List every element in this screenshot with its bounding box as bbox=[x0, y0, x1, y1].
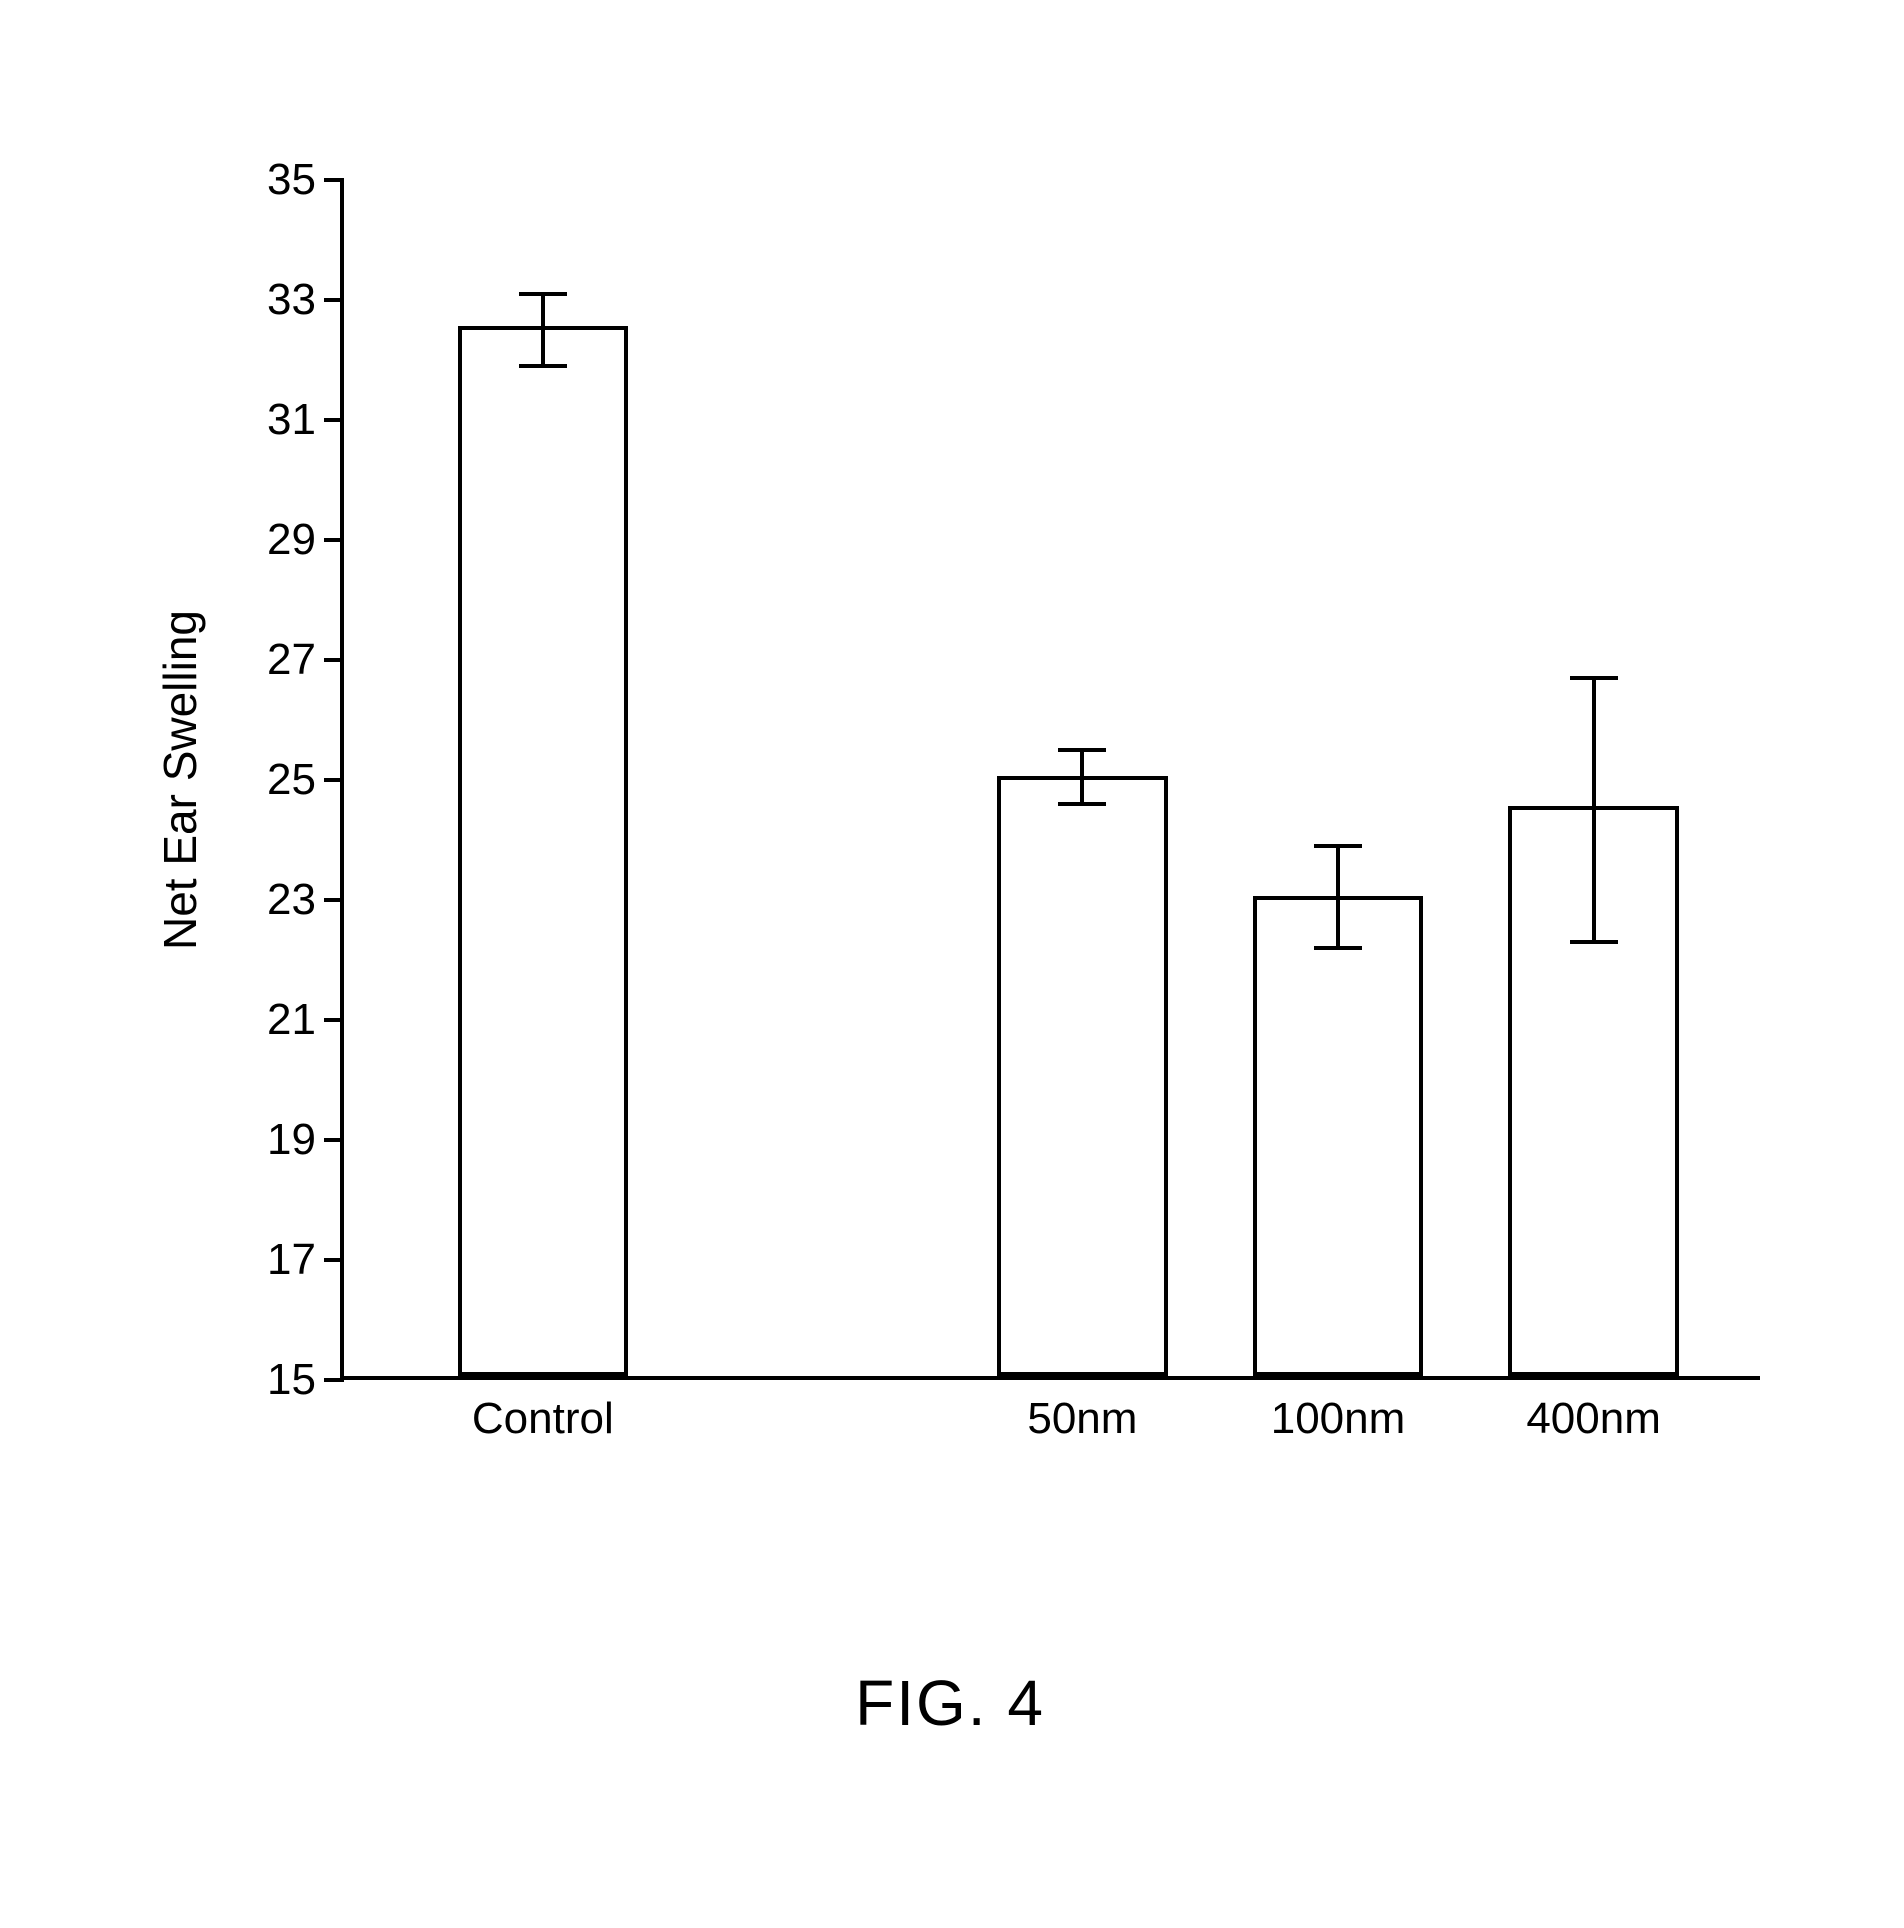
y-tick-label: 21 bbox=[267, 995, 316, 1045]
error-bar-cap bbox=[519, 292, 567, 296]
y-axis-label: Net Ear Swelling bbox=[153, 610, 207, 950]
y-tick-label: 19 bbox=[267, 1115, 316, 1165]
plot-region: 1517192123252729313335Control50nm100nm40… bbox=[340, 180, 1760, 1380]
error-bar-line bbox=[1080, 750, 1084, 804]
y-tick-label: 17 bbox=[267, 1235, 316, 1285]
error-bar-line bbox=[1592, 678, 1596, 942]
y-tick bbox=[324, 1258, 344, 1262]
y-tick bbox=[324, 298, 344, 302]
y-tick-label: 27 bbox=[267, 635, 316, 685]
bar bbox=[458, 326, 628, 1376]
x-tick-label: 50nm bbox=[1027, 1394, 1137, 1444]
error-bar-cap bbox=[1314, 844, 1362, 848]
y-tick bbox=[324, 1378, 344, 1382]
bar bbox=[1253, 896, 1423, 1376]
x-tick-label: Control bbox=[472, 1394, 614, 1444]
y-tick bbox=[324, 658, 344, 662]
figure-caption: FIG. 4 bbox=[140, 1666, 1760, 1740]
y-tick bbox=[324, 418, 344, 422]
error-bar-cap bbox=[1314, 946, 1362, 950]
y-tick-label: 29 bbox=[267, 515, 316, 565]
error-bar-line bbox=[1336, 846, 1340, 948]
figure-container: Net Ear Swelling 1517192123252729313335C… bbox=[140, 140, 1760, 1780]
y-tick-label: 25 bbox=[267, 755, 316, 805]
y-tick bbox=[324, 538, 344, 542]
error-bar-cap bbox=[1058, 802, 1106, 806]
y-tick bbox=[324, 898, 344, 902]
y-tick bbox=[324, 1018, 344, 1022]
error-bar-cap bbox=[1570, 940, 1618, 944]
y-tick bbox=[324, 1138, 344, 1142]
chart-area: Net Ear Swelling 1517192123252729313335C… bbox=[340, 180, 1760, 1380]
y-tick-label: 33 bbox=[267, 275, 316, 325]
y-tick-label: 23 bbox=[267, 875, 316, 925]
x-tick-label: 100nm bbox=[1271, 1394, 1406, 1444]
bar bbox=[997, 776, 1167, 1376]
y-tick bbox=[324, 778, 344, 782]
error-bar-line bbox=[541, 294, 545, 366]
y-tick-label: 15 bbox=[267, 1355, 316, 1405]
y-tick-label: 31 bbox=[267, 395, 316, 445]
error-bar-cap bbox=[1570, 676, 1618, 680]
error-bar-cap bbox=[519, 364, 567, 368]
x-tick-label: 400nm bbox=[1526, 1394, 1661, 1444]
error-bar-cap bbox=[1058, 748, 1106, 752]
y-tick bbox=[324, 178, 344, 182]
y-tick-label: 35 bbox=[267, 155, 316, 205]
